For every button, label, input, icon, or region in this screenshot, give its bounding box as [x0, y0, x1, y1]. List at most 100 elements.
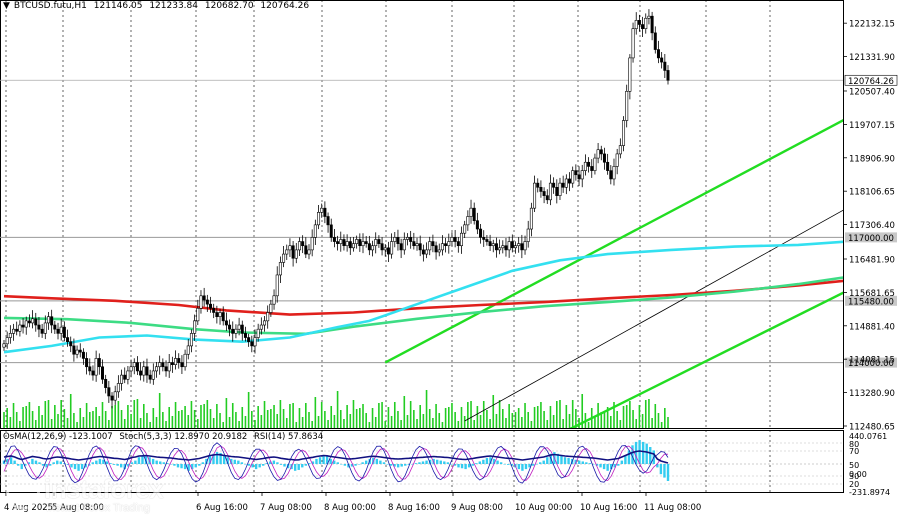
- osma-bar: [386, 464, 389, 465]
- price-tick-label[interactable]: 119707.15: [849, 121, 895, 131]
- level-label[interactable]: 117000.00: [848, 234, 894, 244]
- candle-bearish: [301, 241, 305, 247]
- osma-bar: [528, 464, 531, 468]
- osma-bar: [663, 464, 666, 478]
- time-tick-label[interactable]: 8 Aug 16:00: [388, 503, 440, 513]
- level-label[interactable]: 114000.00: [848, 359, 894, 369]
- price-tick-label[interactable]: 117306.40: [849, 221, 895, 231]
- indicator-header: OsMA(12,26,9) -123.1007 Stoch(5,3,3) 12.…: [3, 432, 327, 442]
- candle-bullish: [253, 337, 257, 347]
- candle-bullish: [8, 333, 12, 338]
- time-tick-label[interactable]: 10 Aug 00:00: [515, 503, 572, 513]
- price-tick-label[interactable]: 113280.90: [849, 389, 895, 399]
- current-price-label[interactable]: 120764.26: [848, 77, 894, 87]
- candle-bearish: [240, 324, 244, 334]
- osma-bar: [183, 464, 187, 470]
- candle-bearish: [609, 170, 613, 180]
- osma-bar: [475, 463, 478, 464]
- candle-bullish: [237, 324, 241, 330]
- price-tick-label[interactable]: 112480.65: [849, 423, 895, 433]
- osma-bar: [411, 464, 414, 465]
- time-tick-label[interactable]: 10 Aug 16:00: [580, 503, 637, 513]
- candle-bearish: [577, 174, 581, 180]
- triangle-down-icon[interactable]: ▼: [3, 1, 10, 11]
- osma-bar: [389, 464, 393, 466]
- osma-bar: [162, 462, 165, 464]
- candle-bullish: [263, 320, 267, 326]
- price-tick-label[interactable]: 118906.90: [849, 154, 895, 164]
- candle-bearish: [215, 312, 219, 317]
- osma-bar: [656, 464, 659, 468]
- time-tick-label[interactable]: 9 Aug 08:00: [451, 503, 503, 513]
- time-tick-label[interactable]: 7 Aug 08:00: [260, 503, 312, 513]
- candle-bearish: [69, 341, 73, 347]
- candle-bearish: [342, 239, 346, 247]
- candle-bearish: [504, 245, 508, 251]
- price-tick-label[interactable]: 114081.15: [849, 356, 895, 366]
- osma-bar: [251, 464, 254, 468]
- main-chart-area[interactable]: [0, 0, 844, 493]
- candle-bearish: [663, 61, 667, 71]
- time-tick-label[interactable]: 8 Aug 00:00: [324, 503, 376, 513]
- osma-bar: [404, 464, 407, 466]
- osma-bar: [489, 457, 492, 464]
- close-value: 120764.26: [260, 1, 310, 11]
- osma-bar: [17, 464, 20, 466]
- osma-bar: [659, 464, 663, 475]
- price-axis[interactable]: 117000.00 115480.00 114000.00 120764.26 1221…: [843, 20, 898, 433]
- time-tick-label[interactable]: 4 Aug 2025: [4, 503, 53, 513]
- candle-bearish: [81, 351, 85, 359]
- osma-bar: [585, 462, 588, 464]
- osma-bar: [524, 464, 528, 470]
- candle-bullish: [625, 90, 629, 121]
- time-tick-label[interactable]: 5 Aug 08:00: [52, 503, 104, 513]
- price-tick-label[interactable]: 120507.40: [849, 87, 895, 97]
- osma-bar: [20, 464, 23, 470]
- osma-bar: [393, 464, 396, 467]
- candle-bullish: [256, 328, 260, 338]
- candle-bullish: [18, 324, 22, 332]
- osma-bar: [34, 460, 38, 464]
- candle-bullish: [644, 17, 648, 29]
- price-tick-label[interactable]: 118106.65: [849, 188, 895, 198]
- osma-bar: [315, 458, 318, 464]
- osma-bar: [80, 464, 84, 470]
- candle-bullish: [571, 170, 575, 184]
- candle-bullish: [583, 161, 587, 171]
- candle-bullish: [94, 358, 98, 376]
- osma-bar: [617, 464, 620, 466]
- candle-bearish: [561, 182, 565, 188]
- indicator-axis-label: 20: [849, 480, 859, 489]
- candle-bearish: [568, 178, 572, 184]
- time-tick-label[interactable]: 11 Aug 08:00: [644, 503, 701, 513]
- osma-bar: [499, 462, 503, 464]
- level-label[interactable]: 115480.00: [848, 297, 894, 307]
- osma-bar: [606, 464, 609, 471]
- time-tick-label[interactable]: 6 Aug 16:00: [196, 503, 248, 513]
- osma-bar: [27, 462, 31, 464]
- osma-bar: [45, 464, 48, 468]
- price-tick-label[interactable]: 114881.40: [849, 322, 895, 332]
- candle-bullish: [437, 249, 441, 253]
- osma-bar: [247, 464, 251, 466]
- candle-bearish: [377, 239, 381, 244]
- candle-bearish: [482, 237, 486, 240]
- osma-bar: [329, 458, 332, 464]
- candle-bearish: [599, 149, 603, 155]
- osma-bar: [212, 453, 215, 464]
- candle-bullish: [5, 337, 9, 345]
- price-tick-label[interactable]: 121331.90: [849, 53, 895, 63]
- price-tick-label[interactable]: 122132.15: [849, 20, 895, 30]
- current-price-bg: [844, 74, 898, 86]
- price-tick-label[interactable]: 115681.65: [849, 289, 895, 299]
- candle-bullish: [428, 241, 432, 251]
- osma-bar: [134, 460, 137, 464]
- trend-channel[interactable]: [384, 0, 898, 442]
- candle-bearish: [66, 337, 70, 343]
- osma-bar: [73, 464, 77, 470]
- candle-bearish: [78, 349, 82, 353]
- candle-bullish: [415, 243, 419, 247]
- price-tick-label[interactable]: 116481.90: [849, 256, 895, 266]
